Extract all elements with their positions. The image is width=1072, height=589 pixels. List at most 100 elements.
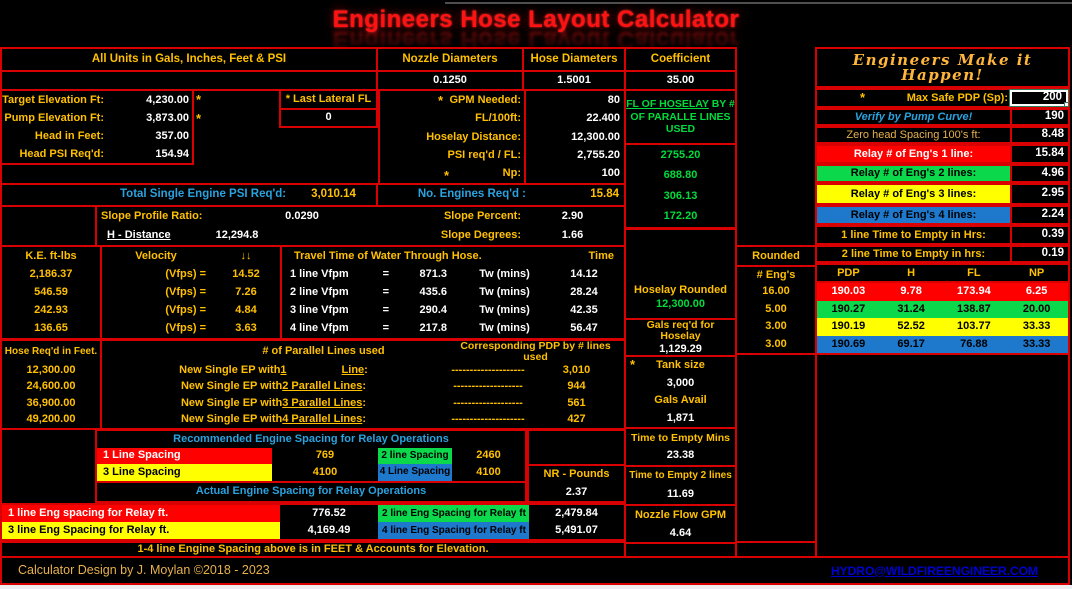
- vfpm-value[interactable]: 871.3: [419, 267, 447, 280]
- np-value[interactable]: 100: [601, 167, 620, 180]
- pdp-cell[interactable]: 52.52: [897, 320, 925, 333]
- fl-4line-value[interactable]: 172.20: [663, 210, 698, 223]
- vfps-value[interactable]: 4.84: [235, 304, 257, 317]
- three-line-eng-spacing-value[interactable]: 4,169.49: [307, 524, 351, 536]
- new-ep-value[interactable]: 427: [567, 413, 586, 426]
- two-line-spacing-value[interactable]: 2460: [476, 449, 501, 462]
- pdp-cell[interactable]: 138.87: [957, 302, 991, 315]
- hose-feet-value[interactable]: 12,300.00: [26, 363, 76, 376]
- two-line-eng-spacing-value[interactable]: 2,479.84: [555, 507, 598, 519]
- vfpm-value[interactable]: 435.6: [419, 286, 447, 298]
- coefficient-cell[interactable]: 35.00: [624, 70, 737, 91]
- target-elevation-value[interactable]: 4,230.00: [146, 93, 189, 106]
- one-line-spacing-value[interactable]: 769: [315, 449, 335, 462]
- vfpm-value[interactable]: 290.4: [419, 304, 447, 317]
- pdp-cell[interactable]: 31.24: [897, 302, 925, 315]
- relay-3-lines-value[interactable]: 2.95: [1010, 185, 1068, 203]
- empty-1-line-value[interactable]: 0.39: [1010, 227, 1068, 243]
- pdp-cell[interactable]: 173.94: [957, 285, 991, 298]
- slope-degrees-value[interactable]: 1.66: [561, 229, 584, 241]
- fl-1line-value[interactable]: 2755.20: [660, 148, 701, 161]
- one-line-eng-spacing-value[interactable]: 776.52: [312, 507, 346, 519]
- pump-elevation-star: *: [196, 111, 202, 126]
- tw-value[interactable]: 56.47: [570, 322, 598, 335]
- new-ep-value[interactable]: 944: [567, 380, 586, 393]
- tank-size-value[interactable]: 3,000: [666, 376, 695, 389]
- nozzle-diameters-header: Nozzle Diameters: [376, 47, 524, 72]
- hose-feet-value[interactable]: 24,600.00: [26, 380, 76, 393]
- gals-reqd-value[interactable]: 1,129.29: [659, 343, 702, 355]
- pdp-cell[interactable]: 103.77: [957, 320, 991, 333]
- pdp-cell[interactable]: 190.27: [831, 302, 866, 315]
- nr-pounds-value[interactable]: 2.37: [565, 485, 588, 498]
- relay-1-line-value[interactable]: 15.84: [1010, 146, 1068, 162]
- relay-2-lines-value[interactable]: 4.96: [1010, 166, 1068, 181]
- time-to-empty-value[interactable]: 23.38: [666, 449, 695, 462]
- hoselay-rounded-value[interactable]: 12,300.00: [656, 298, 705, 310]
- head-psi-value[interactable]: 154.94: [155, 147, 189, 160]
- engines-reqd-value[interactable]: 15.84: [590, 188, 619, 201]
- zero-head-spacing-value[interactable]: 8.48: [1010, 128, 1068, 142]
- email-link[interactable]: HYDRO@WILDFIREENGINEER.COM: [830, 563, 1038, 578]
- hoselay-distance-value[interactable]: 12,300.00: [571, 130, 620, 143]
- ke-value[interactable]: 242.93: [34, 304, 68, 317]
- h-distance-value[interactable]: 12,294.8: [215, 229, 259, 241]
- four-line-eng-spacing-value[interactable]: 5,491.07: [555, 524, 598, 536]
- hose-feet-value[interactable]: 49,200.00: [26, 413, 76, 426]
- fl-3line-value[interactable]: 306.13: [663, 189, 698, 202]
- time-to-empty-label: Time to Empty Mins: [631, 431, 730, 444]
- last-lateral-value[interactable]: 0: [325, 111, 332, 124]
- vfps-value[interactable]: 7.26: [235, 286, 257, 298]
- empty-2-line-value[interactable]: 0.19: [1010, 247, 1068, 261]
- vfps-value[interactable]: 3.63: [235, 322, 257, 335]
- pdp-cell[interactable]: 20.00: [1022, 302, 1051, 315]
- line-vfpm-label: 1 line Vfpm: [290, 267, 349, 280]
- nozzle-flow-value[interactable]: 4.64: [669, 526, 692, 539]
- total-psi-value[interactable]: 3,010.14: [311, 188, 356, 201]
- tw-value[interactable]: 28.24: [570, 286, 598, 298]
- three-line-spacing-value[interactable]: 4100: [312, 465, 338, 478]
- psi-reqd-fl-value[interactable]: 2,755.20: [577, 148, 620, 161]
- pdp-cell[interactable]: 76.88: [960, 337, 988, 350]
- fl-per-100ft-value[interactable]: 22.400: [586, 112, 620, 125]
- relay-4-lines-value[interactable]: 2.24: [1010, 207, 1068, 223]
- pdp-cell[interactable]: 6.25: [1025, 285, 1048, 298]
- vfps-value[interactable]: 14.52: [232, 267, 260, 280]
- fl-2line-value[interactable]: 688.80: [663, 169, 698, 182]
- fill-handle[interactable]: [1064, 102, 1069, 107]
- slope-ratio-value[interactable]: 0.0290: [285, 210, 319, 222]
- slope-percent-value[interactable]: 2.90: [561, 210, 584, 222]
- rounded-engines-value[interactable]: 3.00: [765, 337, 787, 350]
- pdp-cell[interactable]: 9.78: [900, 285, 922, 298]
- pdp-cell[interactable]: 69.17: [897, 337, 925, 350]
- verify-pump-curve-value[interactable]: 190: [1010, 110, 1068, 124]
- four-line-spacing-value[interactable]: 4100: [476, 465, 501, 478]
- vfpm-value[interactable]: 217.8: [419, 322, 447, 335]
- hose-diameter-cell[interactable]: 1.5001: [522, 70, 626, 91]
- rounded-engines-value[interactable]: 16.00: [762, 285, 790, 298]
- new-ep-value[interactable]: 561: [567, 396, 586, 409]
- ke-value[interactable]: 136.65: [34, 322, 68, 335]
- pdp-cell[interactable]: 190.03: [831, 285, 866, 298]
- pdp-cell[interactable]: 33.33: [1022, 337, 1051, 350]
- rounded-engines-value[interactable]: 3.00: [765, 320, 787, 333]
- max-safe-pdp-cell[interactable]: 200: [1010, 90, 1069, 107]
- four-line-spacing-label: 4 Line Spacing: [378, 464, 452, 481]
- ke-value[interactable]: 546.59: [34, 286, 68, 298]
- head-feet-value[interactable]: 357.00: [155, 129, 189, 142]
- gals-avail-value[interactable]: 1,871: [666, 411, 695, 424]
- pump-elevation-value[interactable]: 3,873.00: [146, 111, 189, 124]
- ke-value[interactable]: 2,186.37: [29, 267, 73, 280]
- tw-value[interactable]: 42.35: [570, 304, 598, 317]
- pdp-cell[interactable]: 190.19: [831, 320, 866, 333]
- empty-row-cell[interactable]: [0, 70, 378, 91]
- pdp-cell[interactable]: 190.69: [831, 337, 866, 350]
- rounded-engines-value[interactable]: 5.00: [765, 302, 787, 315]
- tw-value[interactable]: 14.12: [570, 267, 598, 280]
- time-to-empty-2-value[interactable]: 11.69: [667, 488, 694, 500]
- new-ep-value[interactable]: 3,010: [562, 363, 591, 376]
- nozzle-diameter-cell[interactable]: 0.1250: [376, 70, 524, 91]
- gpm-needed-value[interactable]: 80: [607, 93, 620, 106]
- hose-feet-value[interactable]: 36,900.00: [26, 396, 76, 409]
- pdp-cell[interactable]: 33.33: [1022, 320, 1051, 333]
